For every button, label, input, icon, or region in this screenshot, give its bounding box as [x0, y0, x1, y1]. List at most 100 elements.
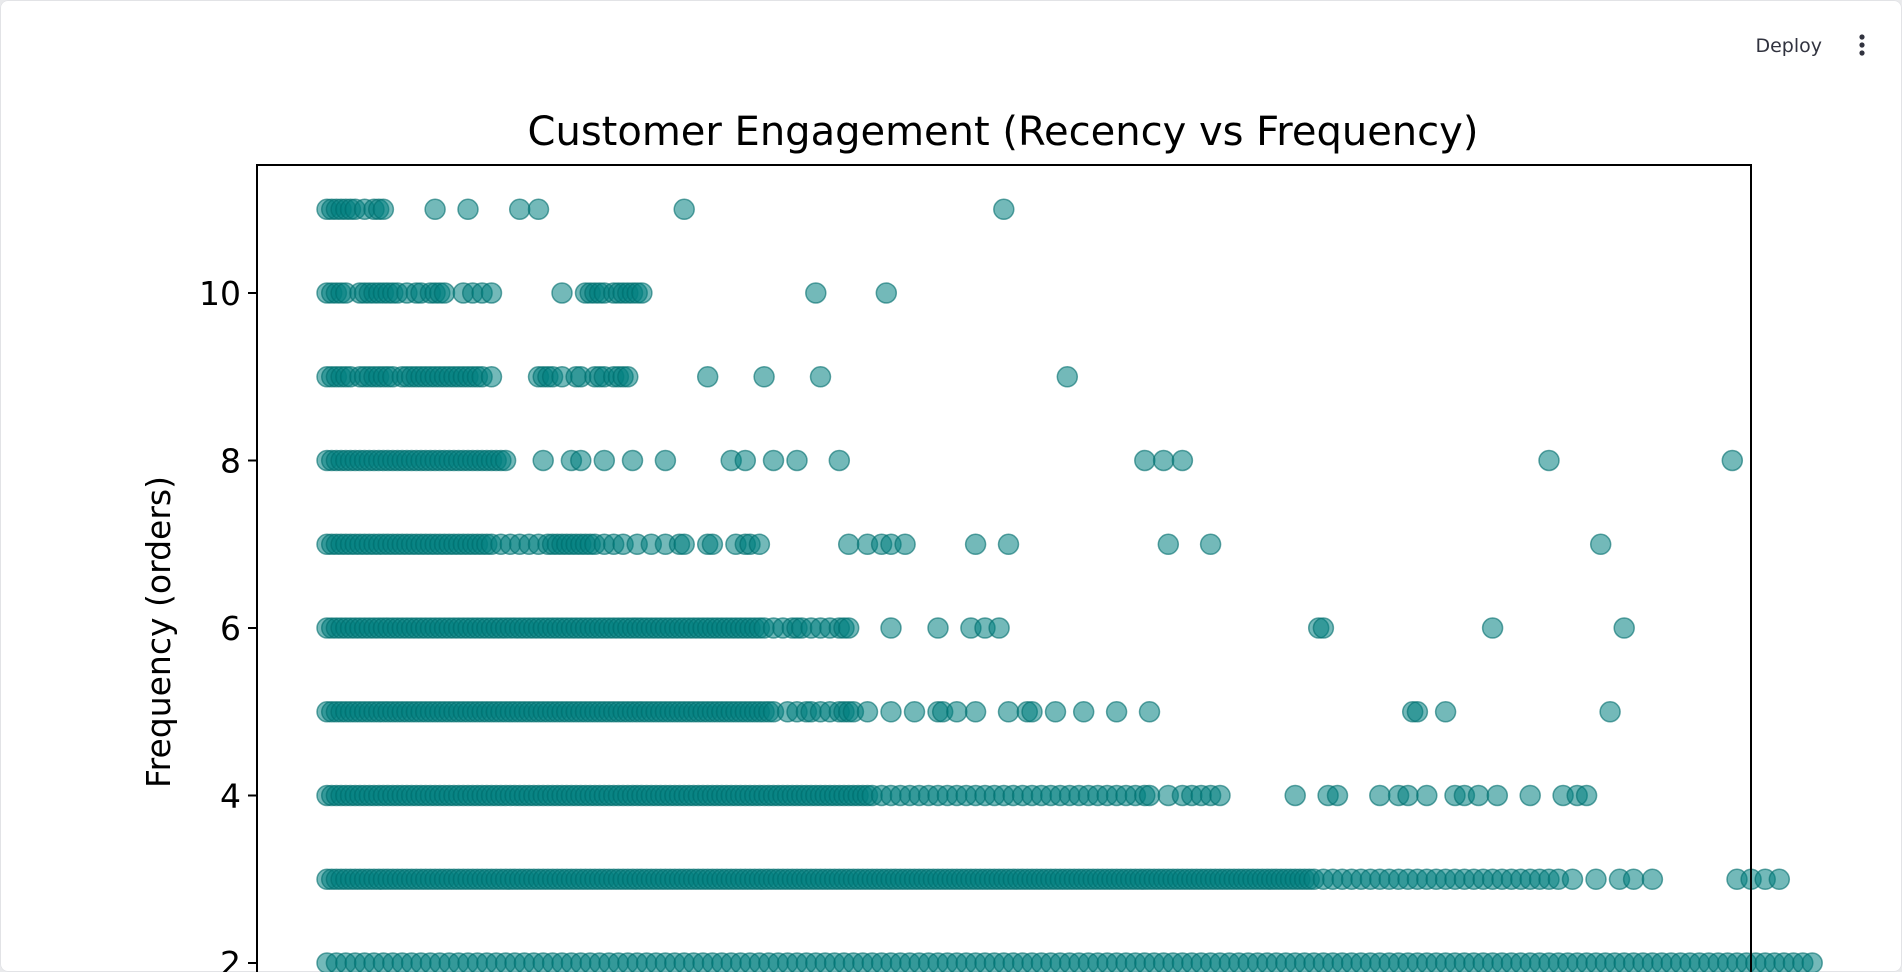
chart-title: Customer Engagement (Recency vs Frequenc… — [528, 109, 1479, 155]
series-row-11 — [316, 198, 1015, 221]
data-point — [527, 198, 550, 221]
data-point — [433, 282, 456, 304]
data-point — [1538, 449, 1560, 472]
data-point — [964, 533, 987, 556]
data-point — [837, 617, 860, 639]
y-tick-label: 10 — [199, 274, 241, 313]
plot-frame — [256, 164, 1752, 972]
data-point — [1589, 533, 1612, 556]
data-point — [880, 617, 902, 639]
data-point — [1481, 617, 1504, 639]
data-point — [805, 282, 827, 304]
data-point — [856, 701, 879, 723]
series-row-4 — [316, 784, 1598, 807]
y-tick-label: 4 — [220, 777, 241, 816]
data-point — [494, 449, 517, 472]
data-point — [748, 533, 771, 556]
data-point — [1467, 784, 1490, 807]
data-point — [1284, 784, 1306, 807]
data-point — [997, 701, 1020, 723]
data-point — [903, 701, 926, 723]
data-point — [480, 282, 503, 304]
data-point — [1326, 784, 1349, 807]
data-point — [457, 198, 479, 221]
data-point — [1416, 784, 1438, 807]
data-point — [734, 449, 757, 472]
data-point — [988, 617, 1010, 639]
series-row-7 — [316, 533, 1612, 556]
data-point — [927, 617, 949, 639]
data-point — [946, 701, 968, 723]
points-layer — [316, 198, 1823, 972]
data-point — [964, 701, 987, 723]
data-point — [673, 533, 695, 556]
data-point — [1369, 784, 1391, 807]
data-point — [1434, 701, 1457, 723]
data-point — [837, 533, 860, 556]
data-point — [762, 449, 785, 472]
data-point — [993, 198, 1015, 221]
series-row-6 — [316, 617, 1635, 639]
data-point — [1138, 701, 1161, 723]
data-point — [654, 449, 677, 472]
data-point — [828, 449, 851, 472]
data-point — [1561, 868, 1584, 891]
data-point — [480, 366, 503, 388]
data-point — [631, 282, 653, 304]
data-point — [894, 533, 916, 556]
data-point — [1801, 952, 1823, 972]
y-tick-label: 6 — [220, 609, 241, 648]
data-point — [1044, 701, 1067, 723]
data-point — [1312, 617, 1335, 639]
series-row-9 — [316, 366, 1079, 388]
data-point — [1152, 449, 1175, 472]
data-point — [1519, 784, 1541, 807]
data-point — [1397, 784, 1419, 807]
data-point — [570, 449, 592, 472]
data-point — [1056, 366, 1079, 388]
series-row-5 — [316, 701, 1621, 723]
data-point — [809, 366, 832, 388]
top-toolbar: Deploy — [1741, 0, 1902, 92]
data-point — [1138, 784, 1161, 807]
data-point — [1768, 868, 1791, 891]
series-row-8 — [316, 449, 1744, 472]
y-tick-label: 8 — [220, 442, 241, 481]
data-point — [424, 198, 446, 221]
data-point — [1406, 701, 1429, 723]
data-point — [372, 198, 395, 221]
kebab-vertical-icon — [1858, 33, 1866, 60]
main-menu-button[interactable] — [1842, 26, 1882, 66]
series-row-10 — [316, 282, 898, 304]
data-point — [1641, 868, 1664, 891]
data-point — [875, 282, 898, 304]
data-point — [696, 366, 719, 388]
data-point — [1171, 449, 1194, 472]
data-point — [753, 366, 775, 388]
data-point — [1199, 533, 1222, 556]
data-point — [621, 449, 644, 472]
y-tick-label: 2 — [220, 944, 241, 972]
deploy-button[interactable]: Deploy — [1741, 27, 1836, 65]
data-point — [1613, 617, 1635, 639]
data-point — [1721, 449, 1744, 472]
y-axis-label: Frequency (orders) — [139, 476, 178, 788]
data-point — [1486, 784, 1509, 807]
data-point — [1157, 533, 1180, 556]
series-row-2 — [316, 952, 1823, 972]
data-point — [593, 449, 616, 472]
data-point — [1209, 784, 1231, 807]
y-ticks-layer: 2 4 6 8 10 — [199, 274, 257, 972]
data-point — [617, 366, 639, 388]
series-row-3 — [316, 868, 1791, 891]
data-point — [1134, 449, 1156, 472]
data-point — [880, 701, 902, 723]
data-point — [1105, 701, 1128, 723]
data-point — [532, 449, 554, 472]
data-point — [1575, 784, 1598, 807]
data-point — [701, 533, 724, 556]
data-point — [1072, 701, 1095, 723]
